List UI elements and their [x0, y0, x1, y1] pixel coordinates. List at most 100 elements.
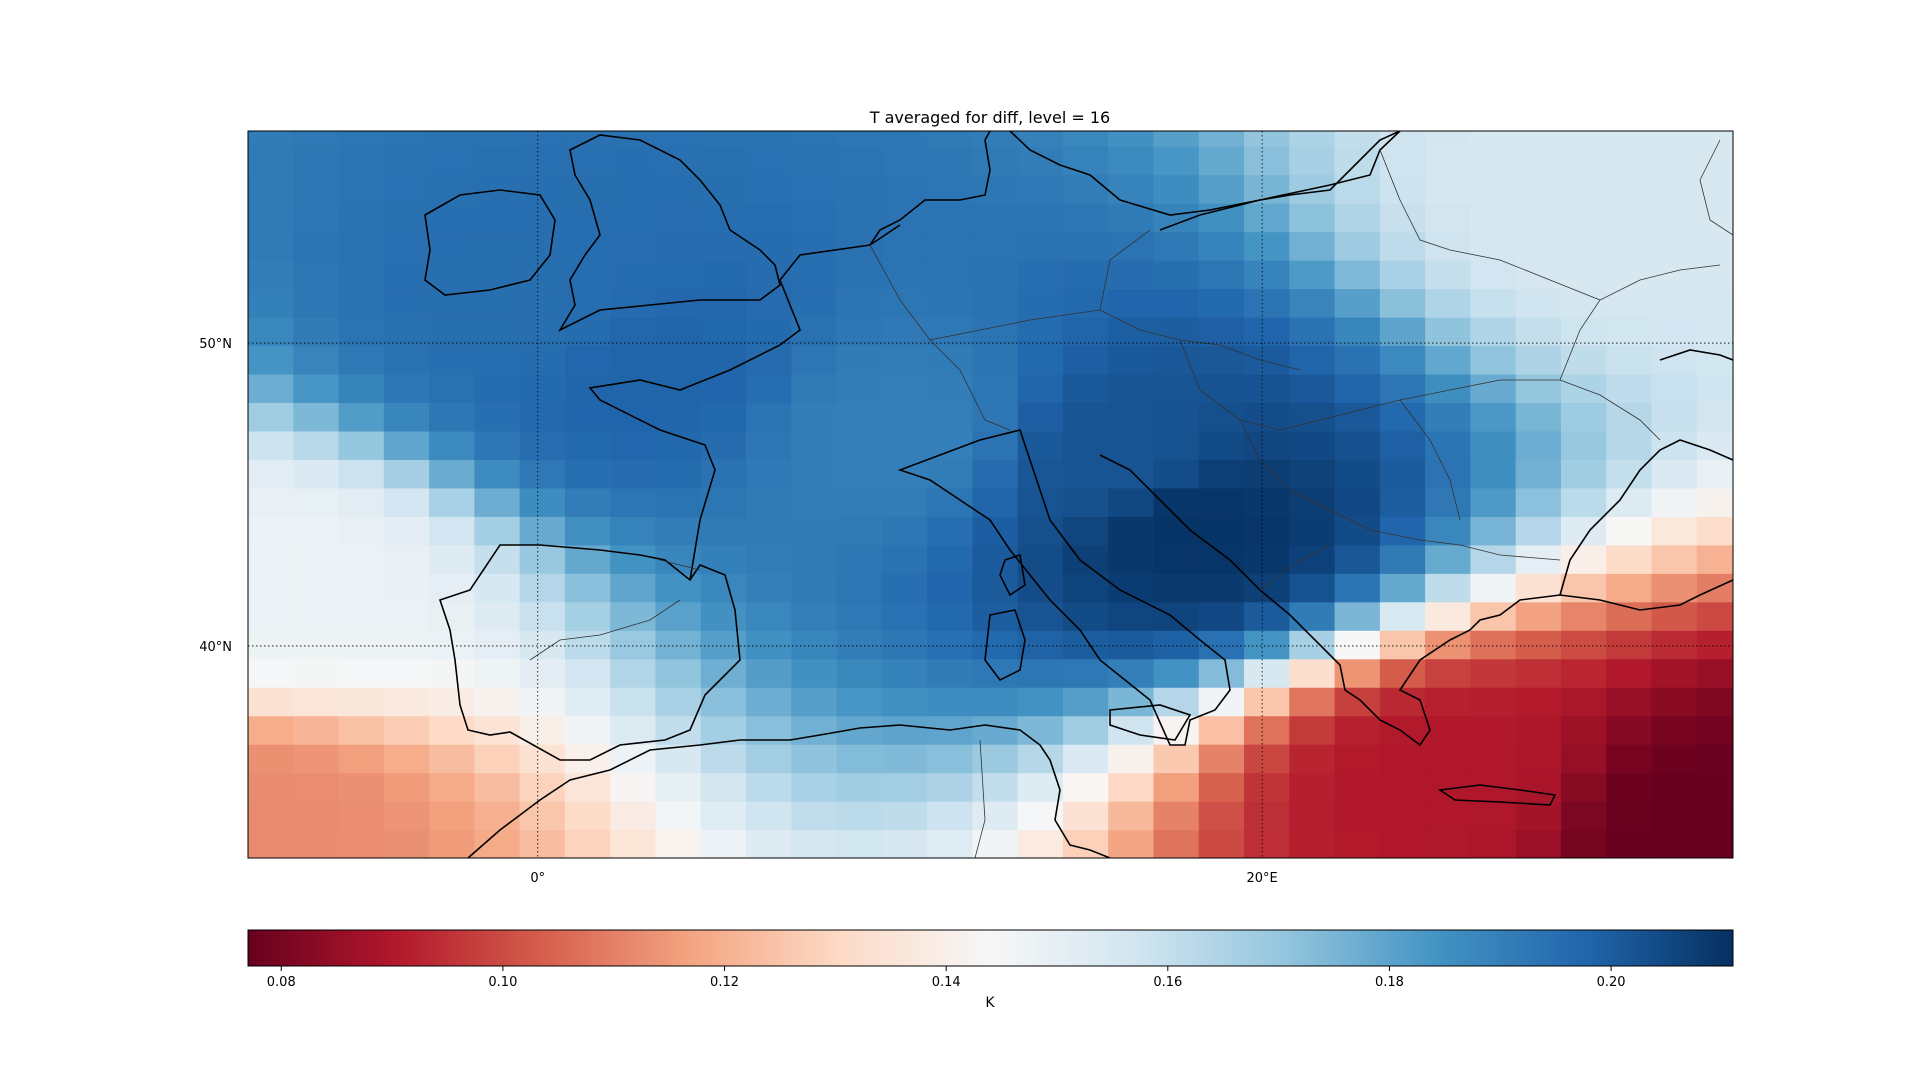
field-cell [746, 687, 792, 717]
field-cell [1606, 544, 1653, 574]
field-cell [1153, 146, 1200, 176]
field-cell [610, 487, 657, 517]
field-cell [1334, 801, 1381, 831]
field-cell [746, 801, 792, 831]
field-cell [927, 772, 973, 802]
field-cell [700, 801, 747, 831]
field-cell [1696, 174, 1733, 204]
field-cell [1425, 544, 1472, 574]
field-cell [1606, 288, 1653, 318]
field-cell [248, 687, 294, 717]
field-cell [519, 658, 566, 688]
field-cell [1560, 630, 1607, 660]
field-cell [700, 744, 747, 774]
field-cell [293, 402, 340, 432]
field-cell [429, 829, 475, 858]
field-cell [881, 658, 928, 688]
field-cell [927, 544, 973, 574]
map-gridlines [248, 131, 1733, 858]
field-cell [383, 459, 430, 489]
field-cell [700, 131, 747, 147]
field-cell [519, 345, 566, 375]
field-cell [1334, 146, 1381, 176]
field-cell [429, 146, 475, 176]
field-cell [1017, 260, 1064, 290]
field-cell [338, 373, 385, 404]
field-cell [1108, 131, 1155, 147]
field-cell [1153, 772, 1200, 802]
field-cell [429, 430, 475, 460]
field-cell [972, 630, 1019, 660]
field-cell [881, 131, 928, 147]
field-cell [1470, 801, 1517, 831]
field-cell [1289, 744, 1336, 774]
field-cell [474, 131, 521, 147]
field-cell [338, 146, 385, 176]
field-cell [1379, 744, 1426, 774]
field-cell [1515, 744, 1562, 774]
field-cell [1062, 516, 1109, 546]
field-cell [1334, 373, 1381, 404]
field-cell [1651, 459, 1698, 489]
field-cell [564, 772, 611, 802]
field-cell [248, 430, 294, 460]
field-cell [655, 573, 702, 603]
field-cell [836, 146, 883, 176]
field-cell [474, 715, 521, 745]
field-cell [1651, 373, 1698, 404]
field-cell [1696, 203, 1733, 233]
field-cell [746, 203, 792, 233]
field-cell [564, 231, 611, 261]
field-cell [610, 658, 657, 688]
field-cell [746, 131, 792, 147]
field-cell [1198, 487, 1245, 517]
field-cell [1198, 402, 1245, 432]
field-cell [1651, 516, 1698, 546]
field-cell [1379, 231, 1426, 261]
field-cell [1425, 288, 1472, 318]
field-cell [972, 544, 1019, 574]
field-cell [1425, 829, 1472, 858]
field-cell [1108, 544, 1155, 574]
field-cell [1651, 744, 1698, 774]
colorbar-ticks: 0.08 0.10 0.12 0.14 0.16 0.18 0.20 [267, 966, 1626, 990]
field-cell [836, 487, 883, 517]
field-cell [1198, 373, 1245, 404]
lat-tick-label: 50°N [199, 337, 232, 352]
field-cell [248, 203, 294, 233]
field-cell [881, 516, 928, 546]
field-cell [1062, 801, 1109, 831]
field-cell [1425, 203, 1472, 233]
field-cell [1289, 459, 1336, 489]
field-cell [1289, 345, 1336, 375]
field-cell [1334, 345, 1381, 375]
field-cell [1198, 715, 1245, 745]
field-cell [1696, 630, 1733, 660]
field-cell [1289, 772, 1336, 802]
field-cell [564, 573, 611, 603]
field-cell [338, 131, 385, 147]
field-cell [1244, 260, 1290, 290]
field-cell [1153, 402, 1200, 432]
field-cell [1470, 573, 1517, 603]
field-cell [1289, 658, 1336, 688]
field-cell [1470, 658, 1517, 688]
field-cell [1379, 829, 1426, 858]
field-cell [1515, 687, 1562, 717]
field-cell [1198, 231, 1245, 261]
field-cell [791, 402, 838, 432]
field-cell [564, 260, 611, 290]
field-cell [791, 373, 838, 404]
field-cell [383, 146, 430, 176]
field-cell [746, 829, 792, 858]
field-cell [429, 203, 475, 233]
field-cell [293, 801, 340, 831]
field-cell [1244, 687, 1290, 717]
field-cell [338, 516, 385, 546]
field-cell [1515, 260, 1562, 290]
field-cell [655, 373, 702, 404]
field-cell [1379, 630, 1426, 660]
field-cell [836, 630, 883, 660]
field-cell [1651, 316, 1698, 347]
field-cell [1696, 260, 1733, 290]
